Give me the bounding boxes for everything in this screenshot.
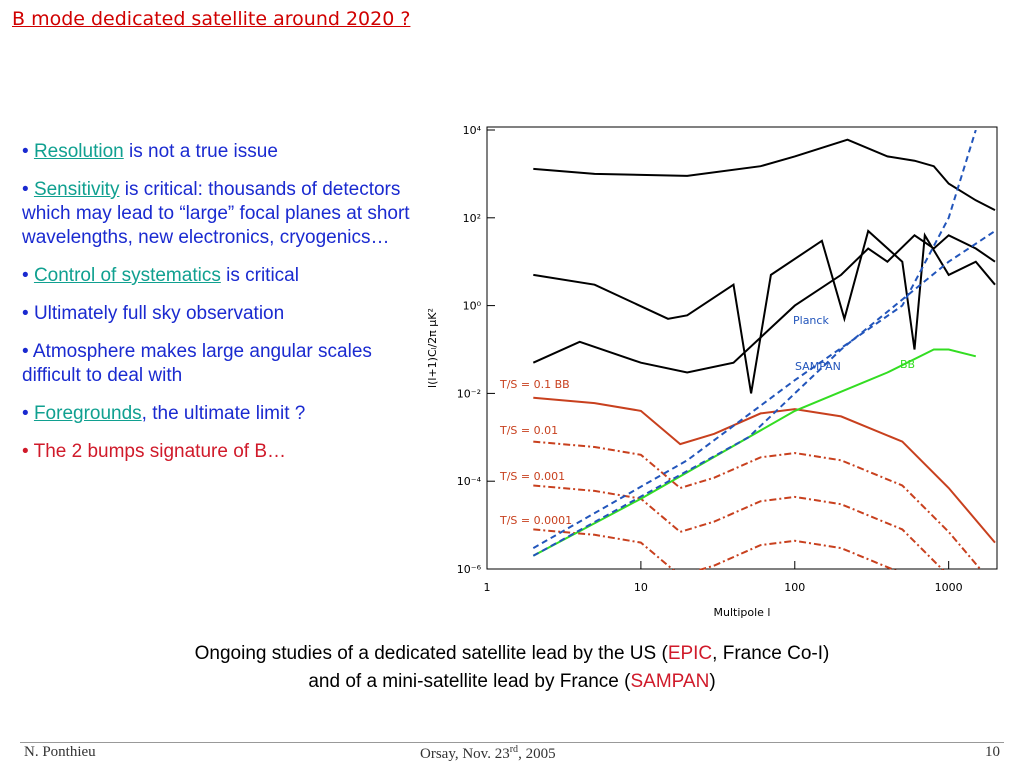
y-tick-label: 10⁰ — [463, 300, 482, 313]
series-label: T/S = 0.0001 — [499, 514, 572, 527]
curve — [532, 130, 977, 549]
text: is critical — [220, 265, 299, 286]
text: is not a true issue — [123, 141, 278, 162]
curve — [532, 234, 996, 374]
text: Atmosphere makes large angular scales di… — [22, 341, 372, 386]
series-label: T/S = 0.1 BB — [499, 378, 570, 391]
y-tick-label: 10⁴ — [463, 124, 482, 137]
x-tick-label: 100 — [784, 581, 805, 594]
bullets: Resolution is not a true issue Sensitivi… — [22, 140, 422, 478]
link[interactable]: Control of systematics — [33, 265, 221, 286]
y-label: l(l+1)Cₗ/2π μK² — [426, 308, 439, 388]
footer-author: N. Ponthieu — [24, 744, 96, 760]
bullet: The 2 bumps signature of B… — [22, 440, 422, 464]
text: , 2005 — [518, 746, 556, 762]
title: B mode dedicated satellite around 2020 ? — [12, 8, 411, 30]
curve — [532, 230, 996, 557]
frame — [486, 126, 998, 570]
y-tick-label: 10⁻² — [457, 387, 481, 400]
text: Ongoing studies of a dedicated satellite… — [194, 643, 668, 664]
caption-line: Ongoing studies of a dedicated satellite… — [0, 640, 1024, 668]
bullet: Atmosphere makes large angular scales di… — [22, 340, 422, 388]
link[interactable]: Foregrounds — [33, 403, 142, 424]
series-label: SAMPAN — [795, 360, 841, 373]
x-tick-label: 1000 — [935, 581, 963, 594]
series-label: T/S = 0.01 — [499, 424, 558, 437]
link[interactable]: Resolution — [33, 141, 124, 162]
caption: Ongoing studies of a dedicated satellite… — [0, 640, 1024, 696]
link[interactable]: Sensitivity — [33, 179, 120, 200]
chart: Multipole l l(l+1)Cₗ/2π μK² 1 10 100 1000 10… — [426, 124, 998, 619]
x-tick-label: 1 — [484, 581, 491, 594]
bullet: Control of systematics is critical — [22, 264, 422, 288]
text: Ultimately full sky observation — [33, 303, 285, 324]
y-tick-label: 10⁻⁴ — [457, 475, 482, 488]
curve — [533, 440, 983, 570]
x-label: Multipole l — [714, 606, 771, 619]
text: and of a mini-satellite lead by France ( — [308, 671, 631, 692]
y-tick-label: 10² — [463, 212, 481, 225]
text: , the ultimate limit ? — [141, 403, 306, 424]
text: rd — [509, 744, 519, 755]
bullet: Sensitivity is critical: thousands of de… — [22, 178, 422, 250]
curve — [533, 229, 996, 394]
bullet: Foregrounds, the ultimate limit ? — [22, 402, 422, 426]
series-label: Planck — [793, 314, 829, 327]
footer-page: 10 — [985, 744, 1000, 760]
bullet: Resolution is not a true issue — [22, 140, 422, 164]
footer-date: Orsay, Nov. 23rd, 2005 — [420, 744, 556, 763]
curve — [533, 528, 897, 570]
caption-line: and of a mini-satellite lead by France (… — [0, 668, 1024, 696]
curves — [532, 130, 996, 570]
y-tick-label: 10⁻⁶ — [457, 563, 482, 576]
series-label: BB — [900, 358, 915, 371]
text: The 2 bumps signature of B… — [33, 441, 287, 462]
text: Orsay, Nov. 23 — [420, 746, 510, 762]
text: is critical: thousands of detectors whic… — [22, 179, 410, 248]
rule — [20, 742, 1004, 743]
text: , France Co-I) — [712, 643, 830, 664]
bullet: Ultimately full sky observation — [22, 302, 422, 326]
text: SAMPAN — [630, 671, 710, 692]
series-label: T/S = 0.001 — [499, 470, 565, 483]
curve — [532, 348, 977, 557]
text: EPIC — [667, 643, 713, 664]
x-tick-label: 10 — [634, 581, 648, 594]
text: ) — [709, 671, 716, 692]
curve — [533, 138, 996, 211]
curve — [533, 396, 996, 544]
